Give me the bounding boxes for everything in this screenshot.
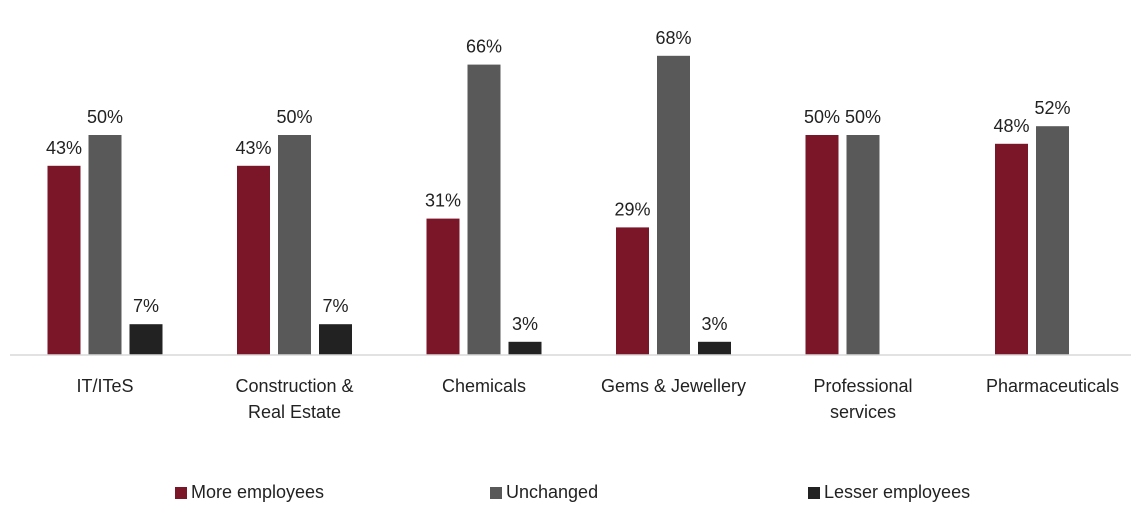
data-label: 66% [466, 37, 502, 57]
category-label: Construction & [235, 376, 353, 396]
category-label: Chemicals [442, 376, 526, 396]
data-label: 3% [701, 314, 727, 334]
category-label: Pharmaceuticals [986, 376, 1119, 396]
category-label: Real Estate [248, 402, 341, 422]
data-label: 3% [512, 314, 538, 334]
bar-more-employees-pharmaceuticals [995, 143, 1028, 355]
bar-more-employees-construction-real-estate [237, 165, 270, 355]
bar-lesser-employees-it-ites [129, 324, 163, 355]
bar-lesser-employees-gems-jewellery [698, 341, 731, 355]
bar-unchanged-it-ites [88, 135, 122, 355]
data-label: 50% [804, 107, 840, 127]
data-label: 29% [614, 199, 650, 219]
legend-item-unchanged: Unchanged [490, 482, 598, 503]
legend-label: Lesser employees [824, 482, 971, 502]
data-label: 52% [1034, 98, 1070, 118]
data-label: 7% [133, 296, 159, 316]
data-label: 43% [46, 138, 82, 158]
bar-unchanged-chemicals [467, 64, 501, 355]
bar-lesser-employees-construction-real-estate [319, 324, 352, 355]
data-label: 48% [993, 116, 1029, 136]
category-label: IT/ITeS [76, 376, 133, 396]
legend-item-lesser-employees: Lesser employees [808, 482, 970, 503]
category-label: services [830, 402, 896, 422]
legend-label: More employees [191, 482, 325, 502]
data-label: 43% [235, 138, 271, 158]
data-label: 50% [87, 107, 123, 127]
bar-more-employees-professional-services [805, 135, 839, 355]
legend: More employees Unchanged Lesser employee… [0, 482, 1131, 506]
data-label: 50% [845, 107, 881, 127]
bars-layer: 43%50%7%43%50%7%31%66%3%29%68%3%50% 50% 48… [46, 28, 1071, 356]
category-label: Gems & Jewellery [601, 376, 746, 396]
bar-unchanged-professional-services [846, 135, 880, 355]
data-label: 7% [322, 296, 348, 316]
legend-swatch [490, 486, 502, 499]
category-label: Professional [813, 376, 912, 396]
data-label: 31% [425, 191, 461, 211]
bar-more-employees-gems-jewellery [616, 227, 649, 355]
legend-label: Unchanged [506, 482, 599, 502]
bar-more-employees-chemicals [426, 218, 460, 355]
bar-more-employees-it-ites [47, 165, 81, 355]
category-labels: IT/ITeS Construction & Real Estate Chemical… [76, 376, 1119, 422]
bar-unchanged-pharmaceuticals [1036, 126, 1069, 355]
bar-unchanged-gems-jewellery [657, 55, 690, 356]
data-label: 50% [276, 107, 312, 127]
data-label: 68% [655, 28, 691, 48]
legend-item-more-employees: More employees [175, 482, 324, 503]
legend-swatch [175, 486, 187, 499]
bar-unchanged-construction-real-estate [278, 135, 311, 355]
legend-swatch [808, 486, 820, 499]
chart-canvas: 43%50%7%43%50%7%31%66%3%29%68%3%50% 50% 48… [10, 28, 1131, 422]
bar-lesser-employees-chemicals [508, 341, 542, 355]
